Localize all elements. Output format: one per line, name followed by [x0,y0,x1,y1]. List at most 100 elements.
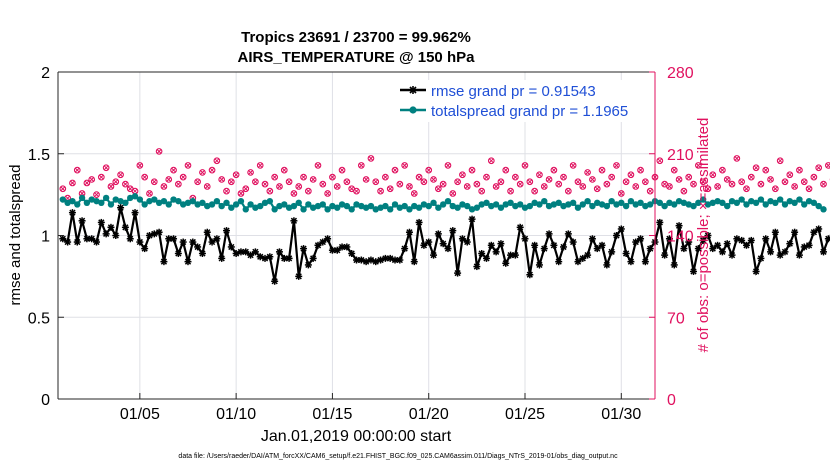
totalspread-point [560,202,567,210]
totalspread-point [622,202,630,210]
totalspread-point [281,201,288,208]
obs-count-point [598,166,606,174]
totalspread-point [781,201,789,208]
totalspread-point [709,199,716,206]
series-layer [59,148,830,285]
obs-count-point [762,166,770,174]
rmse-point [314,241,322,249]
left-tick-label: 0.5 [28,310,50,327]
obs-count-point [719,166,726,174]
rmse-point [343,243,351,251]
obs-count-point [314,162,322,169]
totalspread-point [699,196,707,203]
rmse-point [569,238,577,246]
obs-count-point [468,166,476,174]
rmse-point [203,228,211,236]
rmse-point [64,238,72,246]
totalspread-point [237,197,245,205]
obs-count-point [415,173,423,181]
totalspread-point [396,204,404,211]
totalspread-point [387,206,394,213]
rmse-point [627,258,635,266]
obs-count-point [800,178,808,186]
obs-count-point [150,178,158,186]
totalspread-point [483,199,490,206]
obs-count-point [386,185,394,193]
totalspread-point [762,201,769,208]
obs-count-point [526,178,534,186]
right-tick-label: 210 [667,147,694,164]
totalspread-point [136,196,144,203]
rmse-point [463,238,471,246]
obs-count-point [305,187,312,195]
rmse-point [73,238,81,246]
totalspread-point [801,201,808,208]
obs-count-point [579,183,587,190]
obs-count-point [141,173,149,181]
obs-count-point [300,173,307,181]
obs-count-point [213,157,221,165]
obs-count-point [208,166,216,174]
x-axis-label: Jan.01,2019 00:00:00 start [261,428,452,445]
rmse-point [617,225,625,233]
rmse-point [102,230,110,238]
totalspread-point [64,199,71,206]
totalspread-point [541,197,548,205]
rmse-point [420,241,428,249]
totalspread-point [420,201,428,208]
chart-subtitle: AIRS_TEMPERATURE @ 150 hPa [238,49,476,66]
obs-count-point [492,183,500,190]
obs-count-point [218,176,226,183]
obs-count-point [593,185,601,193]
rmse-point [68,209,76,217]
rmse-point [454,269,462,277]
obs-count-point [266,187,274,195]
rmse-point [473,263,481,271]
totalspread-point [170,196,177,203]
obs-count-point [59,185,67,193]
totalspread-point [478,201,485,208]
totalspread-point [223,199,230,206]
obs-count-point [767,176,774,183]
totalspread-point [810,199,818,206]
rmse-point [767,248,775,256]
obs-count-point [444,162,452,169]
totalspread-point [464,202,471,210]
obs-count-point [603,180,611,188]
rmse-point [560,243,568,251]
totalspread-point [194,201,201,208]
totalspread-point [411,202,418,210]
obs-count-point [589,176,596,183]
totalspread-point [565,201,572,208]
obs-count-point [112,178,120,186]
rmse-point [179,238,187,246]
rmse-point [791,228,799,236]
rmse-point [189,238,197,246]
obs-count-point [627,171,635,179]
totalspread-point [459,201,466,208]
obs-count-point [362,176,370,183]
rmse-point [300,245,308,253]
rmse-point [795,251,803,259]
totalspread-point [367,202,375,210]
rmse-point [694,245,702,253]
obs-count-point [382,173,389,181]
obs-count-point [406,183,413,190]
totalspread-point [314,202,322,210]
rmse-point [348,249,356,257]
obs-count-point [252,178,259,186]
rmse-point [685,238,693,246]
x-tick-label: 01/25 [505,406,545,423]
obs-count-point [512,173,519,181]
rmse-point [444,245,452,253]
totalspread-point [329,202,336,210]
rmse-point [511,251,519,259]
obs-count-point [622,178,630,186]
obs-count-point [324,190,331,197]
rmse-point [271,277,279,285]
totalspread-point [661,202,668,210]
rmse-point [275,248,283,256]
rmse-point [776,251,784,259]
obs-count-point [507,187,514,195]
